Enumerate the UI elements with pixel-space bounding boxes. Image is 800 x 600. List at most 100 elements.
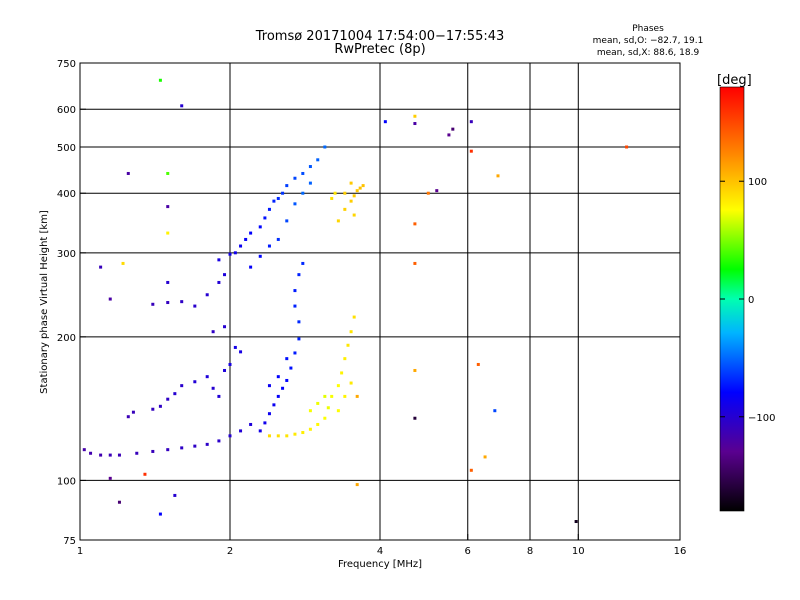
data-point	[228, 252, 232, 256]
data-point	[126, 415, 130, 419]
data-point	[151, 449, 155, 453]
data-point	[308, 409, 312, 413]
data-point	[293, 289, 297, 293]
data-point	[276, 196, 280, 200]
series-scattered-noise	[99, 78, 629, 524]
x-tick-label: 16	[674, 546, 687, 557]
data-point	[413, 222, 417, 226]
y-tick-label: 750	[57, 59, 76, 70]
data-point	[276, 434, 280, 438]
data-point	[301, 261, 305, 265]
data-point	[108, 453, 112, 457]
data-point	[239, 350, 243, 354]
data-point	[166, 280, 170, 284]
data-point	[249, 265, 253, 269]
data-point	[308, 181, 312, 185]
colorbar-tick-label: 100	[748, 177, 767, 188]
data-point	[355, 394, 359, 398]
data-point	[355, 483, 359, 487]
data-point	[281, 191, 285, 195]
data-point	[293, 176, 297, 180]
y-tick-label: 300	[57, 249, 76, 260]
x-axis-label: Frequency [MHz]	[338, 559, 422, 570]
data-point	[211, 330, 215, 334]
data-point	[343, 191, 347, 195]
x-tick-label: 8	[527, 546, 533, 557]
data-point	[166, 448, 170, 452]
data-point	[469, 468, 473, 472]
x-tick-label: 6	[465, 546, 471, 557]
colorbar-label: [deg]	[717, 73, 752, 88]
data-point	[330, 394, 334, 398]
data-point	[108, 476, 112, 480]
data-point	[276, 237, 280, 241]
data-point	[476, 362, 480, 366]
data-point	[352, 315, 356, 319]
data-point	[99, 453, 103, 457]
data-point	[267, 412, 271, 416]
data-point	[343, 207, 347, 211]
x-axis: 1 2 4 6 8 10 16	[77, 534, 687, 557]
data-point	[158, 512, 162, 516]
data-point	[285, 184, 289, 188]
data-point	[336, 219, 340, 223]
data-point	[151, 407, 155, 411]
data-point	[469, 149, 473, 153]
data-point	[205, 293, 209, 297]
data-point	[493, 409, 497, 413]
data-point	[336, 384, 340, 388]
data-point	[301, 171, 305, 175]
data-point	[173, 392, 177, 396]
data-point	[413, 122, 417, 126]
data-point	[336, 409, 340, 413]
data-point	[316, 401, 320, 405]
x-tick-label: 2	[227, 546, 233, 557]
data-point	[316, 422, 320, 426]
data-point	[193, 444, 197, 448]
data-point	[272, 403, 276, 407]
series-o-trace-spread-f	[217, 145, 327, 269]
data-point	[308, 427, 312, 431]
colorbar-tick-label: −100	[748, 413, 775, 424]
colorbar-tick-label: 0	[748, 295, 754, 306]
data-point	[352, 213, 356, 217]
data-point	[469, 120, 473, 124]
data-point	[180, 104, 184, 108]
y-tick-label: 500	[57, 143, 76, 154]
data-point	[82, 448, 86, 452]
data-point	[297, 273, 301, 277]
data-point	[451, 127, 455, 131]
stats-line-x: mean, sd,X: 88.6, 18.9	[597, 48, 700, 58]
data-point	[574, 520, 578, 524]
data-point	[267, 384, 271, 388]
data-point	[308, 165, 312, 169]
data-point	[413, 114, 417, 118]
data-point	[223, 368, 227, 372]
data-point	[166, 205, 170, 209]
data-point	[143, 472, 147, 476]
data-point	[131, 410, 135, 414]
y-tick-label: 600	[57, 105, 76, 116]
data-point	[413, 368, 417, 372]
data-point	[293, 351, 297, 355]
data-point	[211, 386, 215, 390]
data-point	[293, 432, 297, 436]
data-point	[258, 254, 262, 258]
data-point	[89, 451, 93, 455]
data-point	[205, 442, 209, 446]
data-point	[151, 302, 155, 306]
data-point	[349, 181, 353, 185]
data-point	[228, 434, 232, 438]
data-point	[346, 343, 350, 347]
chart-subtitle: RwPretec (8p)	[334, 42, 425, 57]
data-point	[281, 386, 285, 390]
data-point	[340, 371, 344, 375]
data-point	[249, 422, 253, 426]
grid	[80, 63, 680, 540]
colorbar-ticks: 100 0 −100	[720, 177, 775, 424]
stats-line-o: mean, sd,O: −82.7, 19.1	[593, 36, 704, 46]
data-point	[217, 280, 221, 284]
data-point	[483, 455, 487, 459]
data-point	[297, 320, 301, 324]
data-point	[625, 145, 629, 149]
